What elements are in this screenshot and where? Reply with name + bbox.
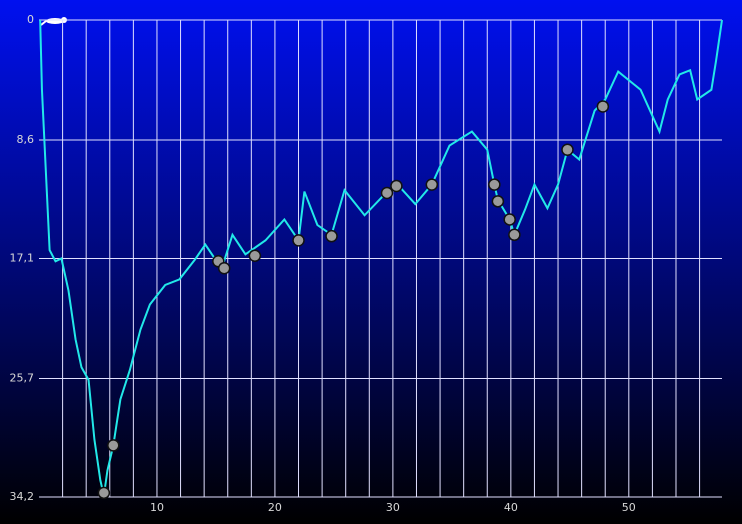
event-marker	[292, 234, 305, 247]
x-tick-label: 40	[504, 501, 518, 514]
event-marker	[503, 213, 516, 226]
event-marker	[491, 195, 505, 208]
x-tick-label: 20	[268, 501, 282, 514]
x-tick-label: 30	[386, 501, 400, 514]
event-marker	[217, 262, 231, 275]
event-marker	[390, 179, 403, 193]
x-tick-label: 50	[622, 501, 636, 514]
event-marker	[248, 249, 262, 262]
event-marker	[596, 100, 610, 113]
event-marker	[425, 178, 439, 191]
event-marker	[97, 486, 111, 500]
event-marker	[380, 186, 394, 200]
event-marker	[107, 439, 120, 452]
y-tick-label: 34,2	[10, 490, 35, 503]
y-tick-label: 8,6	[17, 133, 35, 146]
event-marker	[508, 228, 521, 242]
x-tick-label: 10	[150, 501, 164, 514]
event-marker	[325, 229, 338, 243]
event-marker	[561, 143, 574, 156]
event-marker	[488, 178, 501, 191]
y-tick-label: 17,1	[10, 252, 35, 265]
y-tick-label: 0	[27, 13, 34, 26]
y-tick-label: 25,7	[10, 371, 35, 384]
